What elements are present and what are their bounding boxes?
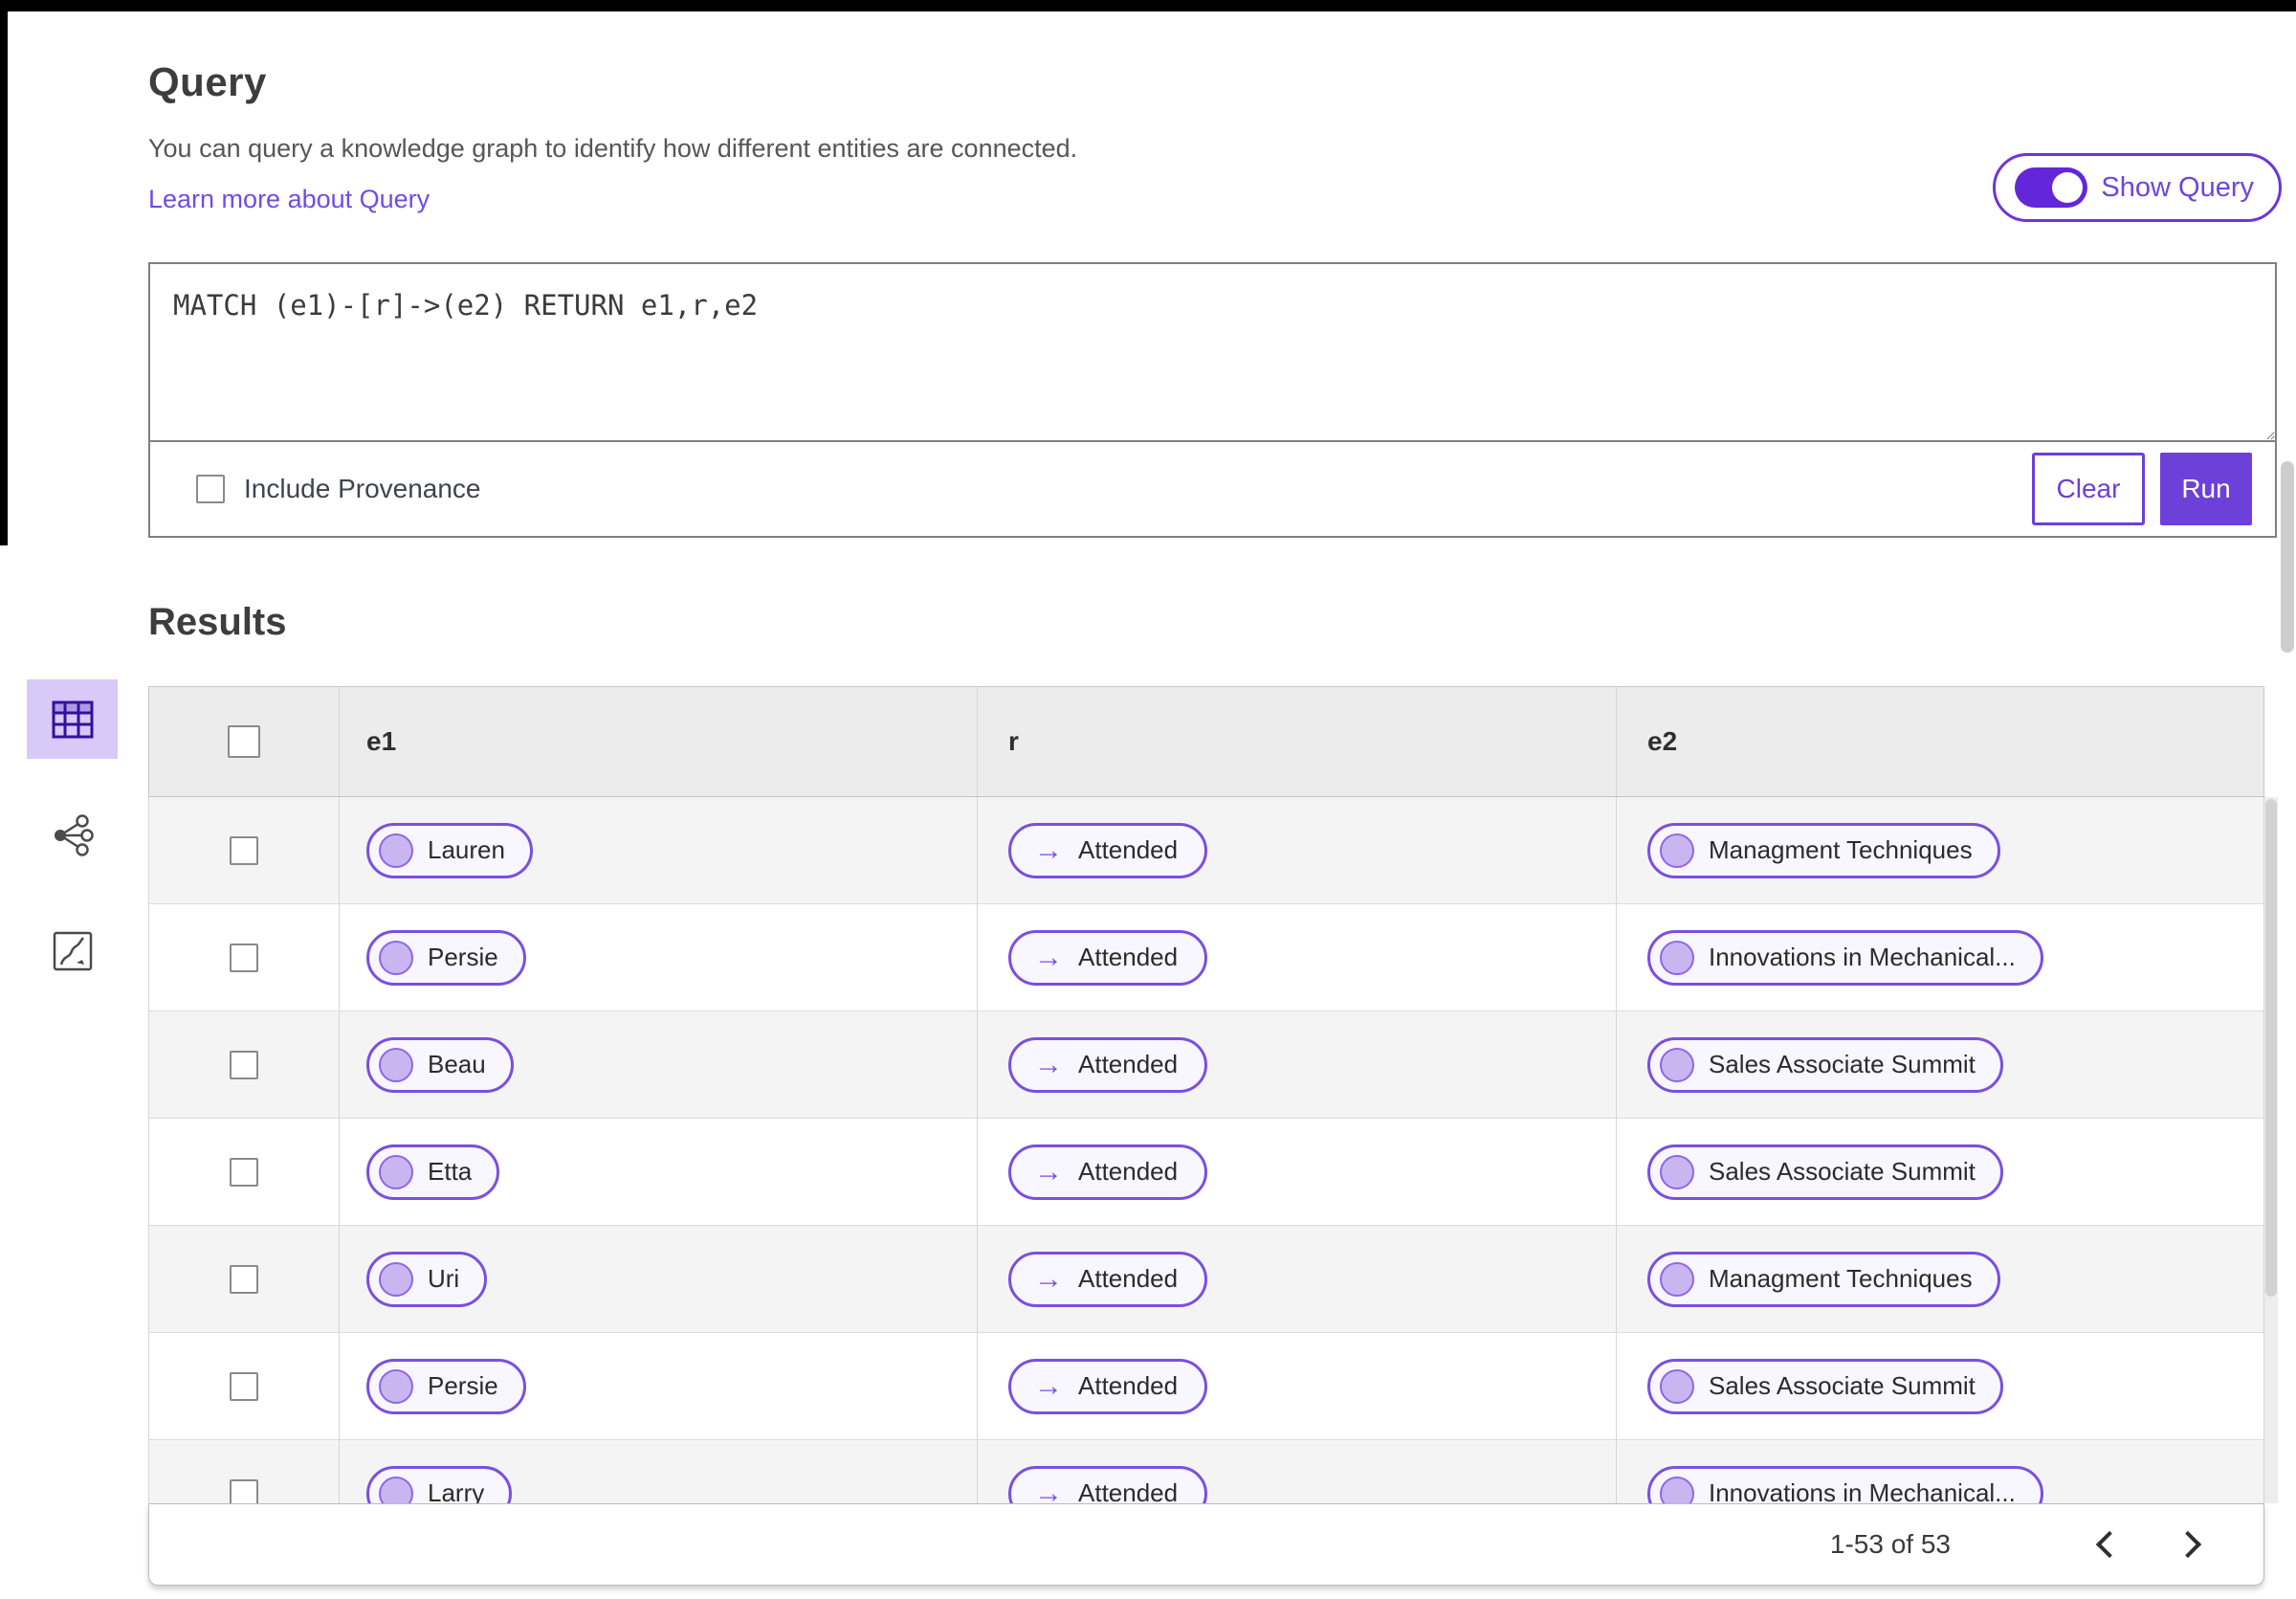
- arrow-right-icon: →: [1034, 941, 1063, 973]
- query-input[interactable]: [150, 264, 2275, 440]
- arrow-right-icon: →: [1034, 1369, 1063, 1402]
- clear-button[interactable]: Clear: [2032, 453, 2145, 525]
- entity-pill-e2[interactable]: Innovations in Mechanical...: [1647, 1465, 2043, 1503]
- entity-pill-e2[interactable]: Managment Techniques: [1647, 1251, 2000, 1307]
- table-header-row: e1 r e2: [148, 686, 2264, 797]
- toggle-knob: [2052, 172, 2084, 203]
- table-view-icon: [52, 700, 93, 738]
- window-top-edge: [0, 0, 2296, 11]
- entity-pill-e1[interactable]: Beau: [366, 1036, 514, 1093]
- row-checkbox[interactable]: [230, 1050, 258, 1079]
- table-row: Persie → Attended Innovations in Mechani…: [149, 904, 2263, 1011]
- entity-node-icon: [1660, 940, 1694, 975]
- view-switcher: [27, 679, 119, 990]
- pagination-bar: 1-53 of 53: [148, 1503, 2264, 1586]
- entity-node-icon: [1660, 1047, 1694, 1082]
- entity-node-icon: [1660, 833, 1694, 868]
- query-panel: Include Provenance Clear Run: [148, 262, 2277, 538]
- entity-pill-e2[interactable]: Innovations in Mechanical...: [1647, 929, 2043, 986]
- relation-pill[interactable]: → Attended: [1008, 1251, 1208, 1307]
- relation-pill[interactable]: → Attended: [1008, 1465, 1208, 1503]
- table-scrollbar-thumb[interactable]: [2265, 799, 2277, 1297]
- entity-node-icon: [379, 940, 413, 975]
- column-header-e2[interactable]: e2: [1616, 687, 2263, 796]
- row-checkbox[interactable]: [230, 1264, 258, 1294]
- entity-node-icon: [379, 1261, 413, 1297]
- window-left-edge: [0, 0, 8, 545]
- query-description: You can query a knowledge graph to ident…: [148, 134, 1078, 163]
- column-header-e1[interactable]: e1: [339, 687, 977, 796]
- page-title: Query: [148, 59, 267, 104]
- show-query-toggle[interactable]: Show Query: [1993, 153, 2282, 222]
- entity-node-icon: [379, 1368, 413, 1404]
- arrow-right-icon: →: [1034, 833, 1063, 866]
- page-scrollbar[interactable]: [2281, 461, 2294, 653]
- chart-view-icon: [53, 931, 92, 970]
- entity-pill-e2[interactable]: Managment Techniques: [1647, 822, 2000, 878]
- include-provenance-label: Include Provenance: [244, 474, 481, 503]
- entity-pill-e1[interactable]: Uri: [366, 1251, 488, 1307]
- table-row: Persie → Attended Sales Associate Summit: [149, 1333, 2263, 1440]
- relation-pill[interactable]: → Attended: [1008, 929, 1208, 986]
- row-checkbox[interactable]: [230, 835, 258, 865]
- arrow-right-icon: →: [1034, 1477, 1063, 1503]
- query-panel-footer: Include Provenance Clear Run: [150, 440, 2275, 536]
- entity-pill-e1[interactable]: Persie: [366, 1358, 526, 1414]
- entity-node-icon: [1660, 1368, 1694, 1404]
- entity-pill-e2[interactable]: Sales Associate Summit: [1647, 1036, 2003, 1093]
- entity-pill-e2[interactable]: Sales Associate Summit: [1647, 1144, 2003, 1200]
- entity-pill-e1[interactable]: Persie: [366, 929, 526, 986]
- graph-view-icon: [54, 813, 94, 856]
- arrow-right-icon: →: [1034, 1155, 1063, 1188]
- table-row: Etta → Attended Sales Associate Summit: [149, 1119, 2263, 1226]
- learn-more-link[interactable]: Learn more about Query: [148, 185, 430, 213]
- entity-node-icon: [379, 833, 413, 868]
- chevron-left-icon[interactable]: [2078, 1516, 2135, 1573]
- row-checkbox[interactable]: [230, 943, 258, 972]
- show-query-label: Show Query: [2101, 171, 2254, 203]
- entity-pill-e2[interactable]: Sales Associate Summit: [1647, 1358, 2003, 1414]
- table-row: Uri → Attended Managment Techniques: [149, 1226, 2263, 1333]
- entity-node-icon: [1660, 1476, 1694, 1503]
- relation-pill[interactable]: → Attended: [1008, 1358, 1208, 1414]
- include-provenance-checkbox[interactable]: [196, 475, 225, 503]
- toggle-switch[interactable]: [2015, 167, 2088, 208]
- table-scrollbar[interactable]: [2264, 797, 2278, 1503]
- select-all-checkbox[interactable]: [228, 725, 260, 758]
- pagination-range: 1-53 of 53: [1829, 1529, 1951, 1559]
- results-table-container: e1 r e2 Lauren → Attended Managment Tech…: [148, 686, 2278, 1586]
- entity-node-icon: [379, 1476, 413, 1503]
- entity-node-icon: [379, 1047, 413, 1082]
- entity-node-icon: [1660, 1261, 1694, 1297]
- arrow-right-icon: →: [1034, 1048, 1063, 1080]
- table-body: Lauren → Attended Managment Techniques P…: [148, 797, 2264, 1503]
- relation-pill[interactable]: → Attended: [1008, 1036, 1208, 1093]
- entity-node-icon: [1660, 1154, 1694, 1189]
- row-checkbox[interactable]: [230, 1157, 258, 1187]
- row-checkbox[interactable]: [230, 1478, 258, 1503]
- table-row: Beau → Attended Sales Associate Summit: [149, 1011, 2263, 1119]
- table-row: Larry → Attended Innovations in Mechanic…: [149, 1440, 2263, 1503]
- entity-pill-e1[interactable]: Lauren: [366, 822, 533, 878]
- results-title: Results: [148, 601, 287, 643]
- arrow-right-icon: →: [1034, 1262, 1063, 1295]
- graph-view-button[interactable]: [27, 795, 118, 875]
- relation-pill[interactable]: → Attended: [1008, 822, 1208, 878]
- entity-pill-e1[interactable]: Larry: [366, 1465, 513, 1503]
- relation-pill[interactable]: → Attended: [1008, 1144, 1208, 1200]
- entity-node-icon: [379, 1154, 413, 1189]
- row-checkbox[interactable]: [230, 1371, 258, 1401]
- table-row: Lauren → Attended Managment Techniques: [149, 797, 2263, 904]
- entity-pill-e1[interactable]: Etta: [366, 1144, 500, 1200]
- table-view-button[interactable]: [27, 679, 118, 759]
- run-button[interactable]: Run: [2160, 453, 2252, 525]
- column-header-r[interactable]: r: [977, 687, 1616, 796]
- chevron-right-icon[interactable]: [2162, 1516, 2219, 1573]
- chart-view-button[interactable]: [27, 911, 118, 990]
